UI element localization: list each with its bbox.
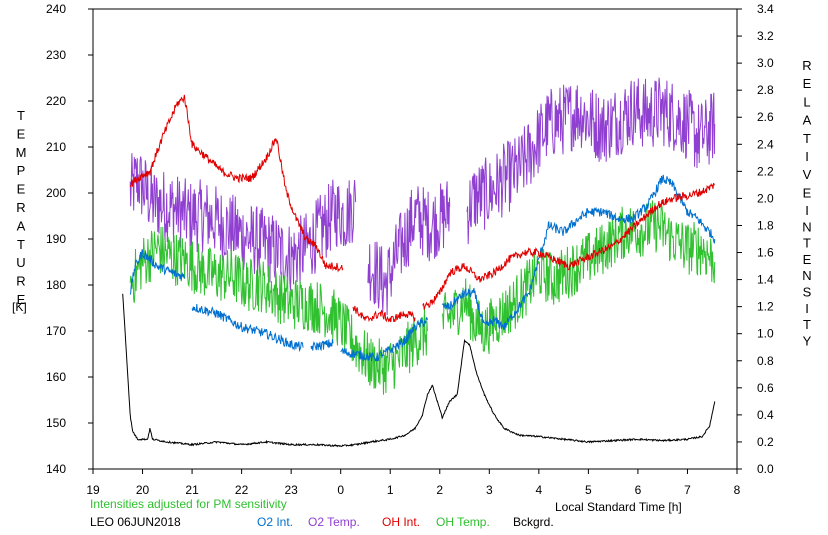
y-right-title-letter: E <box>803 76 812 91</box>
y-right-title-letter: R <box>802 58 811 73</box>
station-date: LEO 06JUN2018 <box>90 515 181 529</box>
y-right-title-letter: V <box>803 167 812 182</box>
series-line-ohtemp <box>129 226 428 395</box>
series-line-ohint <box>352 305 416 323</box>
y-right-tick-label: 0.6 <box>757 381 774 395</box>
y-right-tick-label: 1.0 <box>757 327 774 341</box>
y-left-tick-label: 230 <box>46 48 66 62</box>
y-right-title-letter: I <box>805 301 809 316</box>
x-tick-label: 3 <box>486 483 493 497</box>
y-right-tick-label: 0.0 <box>757 462 774 476</box>
x-axis-label: Local Standard Time [h] <box>555 500 682 514</box>
y-left-title-letter: T <box>17 108 25 123</box>
y-right-tick-label: 2.0 <box>757 191 774 205</box>
note-text: Intensities adjusted for PM sensitivity <box>90 497 287 511</box>
y-left-tick-label: 160 <box>46 370 66 384</box>
y-right-title-letter: I <box>805 203 809 218</box>
series-line-ohint <box>422 182 715 310</box>
y-right-title-letter: A <box>803 113 812 128</box>
y-left-title-letter: R <box>16 200 25 215</box>
y-left-tick-label: 220 <box>46 94 66 108</box>
series-line-o2int <box>191 304 304 353</box>
x-tick-label: 5 <box>585 483 592 497</box>
x-tick-label: 19 <box>86 483 100 497</box>
y-left-tick-label: 200 <box>46 186 66 200</box>
ticks-layer: 19 20 21 22 23 0 1 2 3 4 5 6 7 8140150160170180190200… <box>46 2 774 497</box>
y-right-title-letter: T <box>803 236 811 251</box>
x-tick-label: 8 <box>734 483 741 497</box>
legend-item-o2int: O2 Int. <box>257 515 293 529</box>
legend-item-bkg: Bckgrd. <box>513 515 554 529</box>
y-right-tick-label: 0.8 <box>757 354 774 368</box>
y-right-title-letter: L <box>803 94 810 109</box>
y-right-tick-label: 0.2 <box>757 435 774 449</box>
y-right-tick-label: 3.4 <box>757 2 774 16</box>
y-left-title-letter: P <box>17 163 26 178</box>
series-line-ohint <box>129 94 344 273</box>
series-line-o2temp <box>129 153 357 291</box>
y-left-tick-label: 240 <box>46 2 66 16</box>
y-right-tick-label: 1.4 <box>757 273 774 287</box>
y-left-title-letter: R <box>16 274 25 289</box>
y-left-tick-label: 210 <box>46 140 66 154</box>
series-line-bkg <box>122 293 716 448</box>
y-left-tick-label: 180 <box>46 278 66 292</box>
y-left-title-letter: U <box>16 255 25 270</box>
series-line-o2temp <box>466 77 716 245</box>
y-left-title-letter: A <box>17 218 26 233</box>
y-right-tick-label: 1.2 <box>757 300 774 314</box>
y-right-tick-label: 3.0 <box>757 56 774 70</box>
y-left-title-letter: E <box>17 292 26 307</box>
legend-item-ohint: OH Int. <box>382 515 420 529</box>
y-right-tick-label: 2.2 <box>757 164 774 178</box>
x-tick-label: 1 <box>387 483 394 497</box>
y-right-title-letter: E <box>803 252 812 267</box>
x-tick-label: 2 <box>436 483 443 497</box>
y-right-tick-label: 1.6 <box>757 246 774 260</box>
series-line-o2temp <box>367 181 451 316</box>
series-line-o2int <box>310 339 334 352</box>
y-right-title-letter: T <box>803 131 811 146</box>
x-tick-label: 23 <box>284 483 298 497</box>
x-tick-label: 6 <box>635 483 642 497</box>
y-right-title-letter: T <box>803 317 811 332</box>
y-right-tick-label: 1.8 <box>757 218 774 232</box>
y-right-tick-label: 3.2 <box>757 29 774 43</box>
y-right-title-letter: I <box>805 149 809 164</box>
y-right-tick-label: 2.6 <box>757 110 774 124</box>
y-right-title-letter: E <box>803 185 812 200</box>
legend-item-o2temp: O2 Temp. <box>308 515 360 529</box>
y-left-title-letter: M <box>16 145 27 160</box>
y-right-title-letter: Y <box>803 333 812 348</box>
y-left-title-letter: E <box>17 126 26 141</box>
series-line-o2int <box>129 249 186 295</box>
x-tick-label: 7 <box>684 483 691 497</box>
y-left-tick-label: 150 <box>46 416 66 430</box>
y-left-unit: [K] <box>12 300 27 314</box>
y-left-tick-label: 190 <box>46 232 66 246</box>
y-right-tick-label: 2.8 <box>757 83 774 97</box>
x-tick-label: 22 <box>235 483 249 497</box>
legend-item-ohtemp: OH Temp. <box>436 515 490 529</box>
y-left-tick-label: 140 <box>46 462 66 476</box>
series-layer <box>122 77 716 448</box>
x-tick-label: 0 <box>337 483 344 497</box>
y-right-title-letter: N <box>802 219 811 234</box>
y-right-title-letter: N <box>802 268 811 283</box>
y-right-tick-label: 2.4 <box>757 137 774 151</box>
series-line-o2int <box>340 317 428 362</box>
x-tick-label: 21 <box>185 483 199 497</box>
y-left-title-letter: E <box>17 182 26 197</box>
y-right-title-letter: S <box>803 285 812 300</box>
y-left-title-letter: T <box>17 237 25 252</box>
x-tick-label: 20 <box>136 483 150 497</box>
y-right-tick-label: 0.4 <box>757 408 774 422</box>
series-line-ohtemp <box>441 200 716 355</box>
x-tick-label: 4 <box>536 483 543 497</box>
y-left-tick-label: 170 <box>46 324 66 338</box>
legend: O2 Int. O2 Temp. OH Int. OH Temp. Bckgrd. <box>257 515 554 529</box>
series-line-o2int <box>441 174 716 331</box>
